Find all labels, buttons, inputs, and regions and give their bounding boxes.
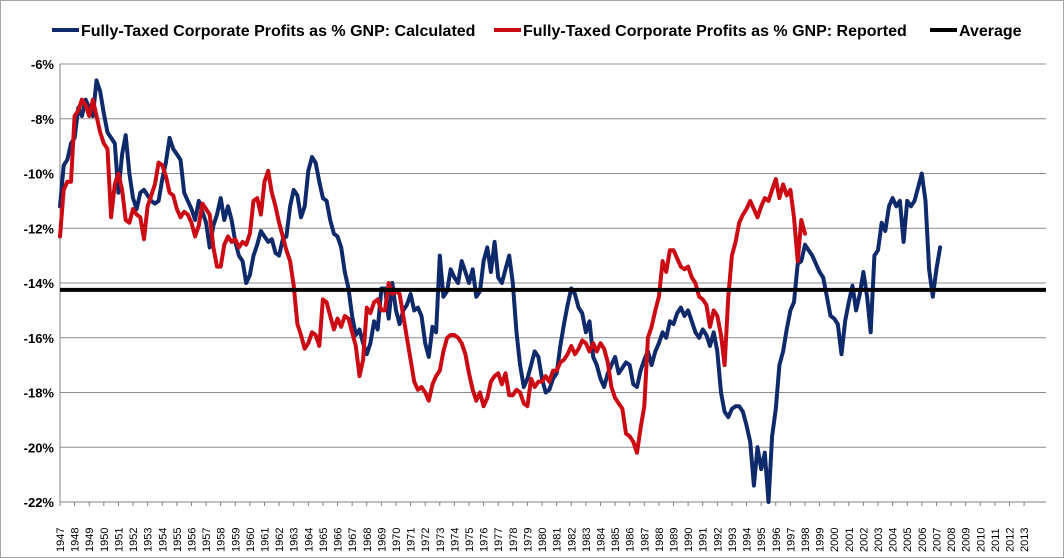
x-tick-label: 1979 — [522, 528, 534, 552]
x-axis: 1947 1948 1949 1950 1951 1952 1953 1954 1955 1956… — [55, 501, 1046, 552]
gridlines — [60, 63, 1046, 503]
series-line-reported — [58, 97, 807, 455]
x-tick-label: 2011 — [990, 528, 1002, 552]
x-tick-label: 1957 — [201, 528, 213, 552]
x-tick-label: 2007 — [931, 528, 943, 552]
x-tick-label: 1998 — [800, 528, 812, 552]
x-tick-label: 1948 — [70, 528, 82, 552]
x-tick-label: 1999 — [815, 528, 827, 552]
x-tick-label: 1978 — [508, 528, 520, 552]
x-tick-label: 1964 — [303, 528, 315, 552]
x-tick-label: 1974 — [449, 528, 461, 552]
x-tick-label: 1959 — [230, 528, 242, 552]
y-tick-label: -10% — [24, 167, 55, 182]
x-tick-label: 1952 — [128, 528, 140, 552]
x-tick-label: 1975 — [464, 528, 476, 552]
x-tick-label: 1963 — [289, 528, 301, 552]
x-tick-label: 1970 — [391, 528, 403, 552]
x-tick-label: 1967 — [347, 528, 359, 552]
series-line-calculated — [58, 78, 943, 504]
y-tick-label: -6% — [31, 57, 55, 72]
y-tick-label: -20% — [24, 440, 55, 455]
x-tick-label: 1956 — [186, 528, 198, 552]
x-tick-label: 1987 — [639, 528, 651, 552]
x-tick-label: 1968 — [362, 528, 374, 552]
x-tick-label: 1973 — [435, 528, 447, 552]
x-tick-label: 1989 — [669, 528, 681, 552]
x-tick-label: 2012 — [1004, 528, 1016, 552]
x-tick-label: 1969 — [376, 528, 388, 552]
x-tick-label: 1965 — [318, 528, 330, 552]
x-tick-label: 2010 — [975, 528, 987, 552]
y-tick-label: -18% — [24, 386, 55, 401]
x-tick-label: 1947 — [55, 528, 67, 552]
x-tick-label: 1981 — [552, 528, 564, 552]
x-tick-label: 1951 — [113, 528, 125, 552]
x-tick-label: 1991 — [698, 528, 710, 552]
x-tick-label: 1966 — [333, 528, 345, 552]
x-tick-label: 1961 — [260, 528, 272, 552]
y-tick-label: -14% — [24, 276, 55, 291]
x-tick-label: 1950 — [99, 528, 111, 552]
x-tick-label: 2002 — [858, 528, 870, 552]
x-tick-label: 2000 — [829, 528, 841, 552]
legend-label-reported: Fully-Taxed Corporate Profits as % GNP: … — [523, 23, 907, 40]
x-tick-label: 1985 — [610, 528, 622, 552]
x-tick-label: 1958 — [216, 528, 228, 552]
x-tick-label: 1972 — [420, 528, 432, 552]
x-tick-label: 1954 — [157, 528, 169, 552]
x-tick-label: 1997 — [785, 528, 797, 552]
x-tick-label: 1988 — [654, 528, 666, 552]
y-tick-label: -16% — [24, 331, 55, 346]
plot-area — [58, 78, 1046, 504]
y-tick-label: -22% — [24, 495, 55, 510]
x-tick-label: 2006 — [917, 528, 929, 552]
y-tick-label: -12% — [24, 221, 55, 236]
legend-label-calculated: Fully-Taxed Corporate Profits as % GNP: … — [81, 23, 475, 40]
legend: Fully-Taxed Corporate Profits as % GNP: … — [52, 23, 1022, 40]
x-tick-label: 1982 — [566, 528, 578, 552]
x-tick-label: 1953 — [143, 528, 155, 552]
x-tick-label: 1984 — [595, 528, 607, 552]
x-tick-label: 1990 — [683, 528, 695, 552]
legend-item-average: Average — [930, 23, 1022, 40]
x-tick-label: 1955 — [172, 528, 184, 552]
x-tick-label: 1949 — [84, 528, 96, 552]
x-tick-label: 1993 — [727, 528, 739, 552]
x-tick-label: 1996 — [771, 528, 783, 552]
legend-label-average: Average — [959, 23, 1022, 40]
x-tick-label: 2004 — [888, 528, 900, 552]
x-tick-label: 1995 — [756, 528, 768, 552]
x-tick-label: 1962 — [274, 528, 286, 552]
x-tick-label: 1980 — [537, 528, 549, 552]
x-tick-label: 2005 — [902, 528, 914, 552]
x-tick-label: 1960 — [245, 528, 257, 552]
y-tick-label: -8% — [31, 112, 55, 127]
y-axis: -6% -8% -10% -12% -14% -16% -18% -20% -22% — [24, 57, 61, 510]
x-tick-label: 2013 — [1019, 528, 1031, 552]
x-tick-label: 1994 — [742, 528, 754, 552]
x-tick-label: 2003 — [873, 528, 885, 552]
legend-item-calculated: Fully-Taxed Corporate Profits as % GNP: … — [52, 23, 475, 40]
x-tick-label: 2008 — [946, 528, 958, 552]
x-tick-label: 1977 — [493, 528, 505, 552]
x-tick-label: 1976 — [479, 528, 491, 552]
x-tick-label: 1986 — [625, 528, 637, 552]
x-tick-label: 1983 — [581, 528, 593, 552]
x-tick-label: 1992 — [712, 528, 724, 552]
x-tick-label: 2001 — [844, 528, 856, 552]
x-tick-label: 2009 — [961, 528, 973, 552]
x-tick-label: 1971 — [406, 528, 418, 552]
legend-item-reported: Fully-Taxed Corporate Profits as % GNP: … — [494, 23, 907, 40]
